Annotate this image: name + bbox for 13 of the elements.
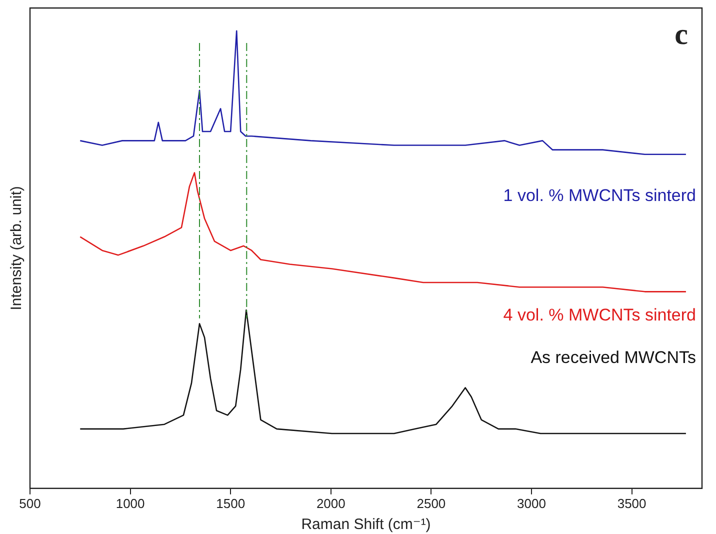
y-axis-title: Intensity (arb. unit) (8, 186, 26, 310)
annotation: c (674, 18, 688, 51)
x-tick-label: 500 (19, 496, 41, 511)
x-axis-title: Raman Shift (cm⁻¹) (301, 516, 431, 534)
x-tick-label: 3000 (517, 496, 546, 511)
x-tick-label: 2000 (316, 496, 346, 511)
series-label: 4 vol. % MWCNTs sinterd (503, 305, 696, 324)
x-tick-label: 2500 (416, 496, 446, 511)
x-tick-label: 1500 (216, 496, 246, 511)
text: As received MWCNTs (530, 348, 696, 368)
x-tick-label: 3500 (617, 496, 646, 511)
series-label: 1 vol. % MWCNTs sinterd (503, 186, 696, 206)
x-tick-label: 1000 (116, 496, 145, 511)
